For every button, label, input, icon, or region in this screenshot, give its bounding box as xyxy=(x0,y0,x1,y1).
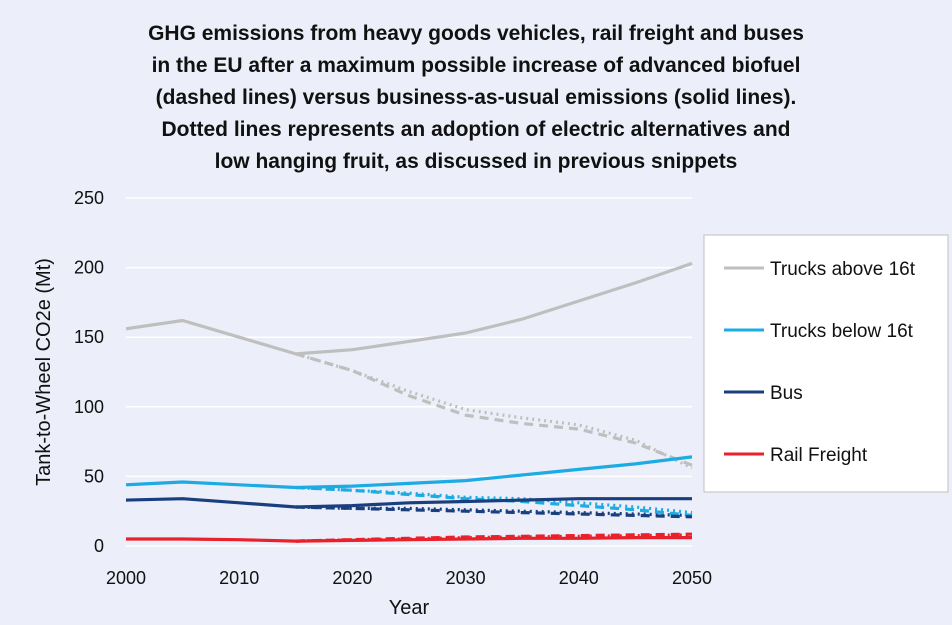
gridlines xyxy=(126,197,692,478)
y-axis-label: Tank-to-Wheel CO2e (Mt) xyxy=(33,258,55,486)
x-tick-label: 2020 xyxy=(332,568,372,588)
bus-solid-line xyxy=(125,497,692,509)
legend-label: Trucks above 16t xyxy=(770,259,916,280)
series-lines xyxy=(125,261,693,543)
legend-label: Trucks below 16t xyxy=(770,321,914,342)
x-tick-label: 2010 xyxy=(219,568,259,588)
y-tick-label: 150 xyxy=(74,327,104,347)
y-tick-label: 100 xyxy=(74,397,104,417)
x-axis-ticks: 2000 2010 2020 2030 2040 2050 xyxy=(106,568,712,588)
trucks-above-16t-solid-line xyxy=(125,261,693,356)
chart-title-line: in the EU after a maximum possible incre… xyxy=(152,54,801,77)
y-tick-label: 50 xyxy=(84,466,104,486)
y-axis-ticks: 0 50 100 150 200 250 xyxy=(74,188,104,556)
chart-title-line: low hanging fruit, as discussed in previ… xyxy=(215,150,738,173)
x-tick-label: 2030 xyxy=(446,568,486,588)
bus-dashed-line xyxy=(295,505,693,519)
legend-label: Rail Freight xyxy=(770,445,868,466)
chart-title-line: Dotted lines represents an adoption of e… xyxy=(162,118,791,141)
x-axis-label: Year xyxy=(389,597,430,619)
chart-title-line: (dashed lines) versus business-as-usual … xyxy=(156,86,797,109)
chart-title-line: GHG emissions from heavy goods vehicles,… xyxy=(148,22,804,45)
x-tick-label: 2000 xyxy=(106,568,146,588)
legend: Trucks above 16t Trucks below 16t Bus Rail … xyxy=(703,234,949,493)
rail-freight-solid-line xyxy=(126,535,692,543)
trucks-below-16t-solid-line xyxy=(125,455,693,490)
chart-title: GHG emissions from heavy goods vehicles,… xyxy=(148,22,804,173)
y-tick-label: 250 xyxy=(74,188,104,208)
legend-box xyxy=(703,234,949,493)
y-tick-label: 0 xyxy=(94,536,104,556)
x-tick-label: 2040 xyxy=(559,568,599,588)
x-tick-label: 2050 xyxy=(672,568,712,588)
legend-label: Bus xyxy=(770,383,803,404)
y-tick-label: 200 xyxy=(74,258,104,278)
trucks-above-16t-dashed-line xyxy=(295,352,693,467)
